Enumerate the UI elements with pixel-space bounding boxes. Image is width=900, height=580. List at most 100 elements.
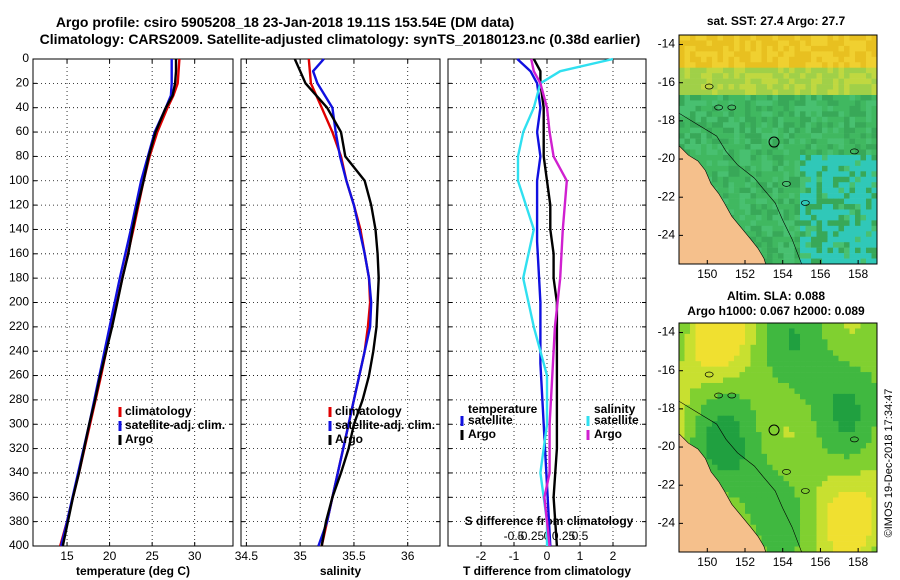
map-cell (789, 497, 795, 504)
map-cell (816, 530, 823, 536)
map-cell (822, 154, 828, 161)
map-cell (767, 404, 773, 411)
map-cell (717, 144, 724, 150)
map-cell (833, 519, 839, 526)
map-cell (745, 78, 751, 85)
map-cell (789, 84, 795, 90)
map-cell (800, 519, 806, 526)
map-cell (756, 67, 762, 74)
map-cell (789, 231, 795, 238)
map-cell (794, 89, 801, 96)
map-cell (778, 530, 784, 536)
map-cell (734, 502, 740, 509)
map-cell (816, 393, 823, 400)
map-cell (816, 492, 823, 498)
map-cell (849, 333, 856, 340)
map-cell (805, 122, 812, 128)
map-cell (849, 415, 856, 422)
map-cell (789, 165, 795, 172)
map-cell (827, 344, 834, 351)
map-cell (772, 323, 779, 329)
map-cell (833, 94, 839, 101)
map-cell (706, 339, 713, 346)
map-cell (811, 209, 817, 216)
map-cell (756, 459, 762, 466)
map-cell (805, 214, 812, 221)
map-cell (822, 513, 828, 520)
map-cell (822, 214, 828, 221)
x-tick-label: 0 (544, 549, 551, 563)
map-cell (811, 377, 817, 384)
map-cell (805, 116, 812, 123)
map-cell (800, 236, 806, 243)
map-cell (794, 198, 801, 205)
map-cell (794, 78, 801, 85)
map-cell (761, 176, 768, 183)
map-cell (739, 122, 746, 128)
map-cell (783, 144, 790, 150)
map-cell (866, 508, 872, 515)
map-cell (849, 171, 856, 178)
map-cell (750, 100, 757, 107)
map-cell (712, 176, 718, 183)
map-cell (783, 111, 790, 118)
map-cell (679, 94, 685, 101)
map-cell (767, 193, 773, 199)
map-cell (800, 56, 806, 63)
map-cell (794, 111, 801, 118)
map-cell (739, 149, 746, 156)
map-cell (855, 94, 861, 101)
x-tick-label: 1 (577, 549, 584, 563)
map-cell (794, 535, 801, 542)
map-cell (750, 339, 757, 346)
map-cell (844, 339, 850, 346)
map-cell (772, 524, 779, 531)
map-cell (756, 35, 762, 41)
map-cell (800, 253, 806, 259)
map-cell (739, 442, 746, 449)
map-cell (756, 442, 762, 449)
x-tick-label: 30 (188, 549, 202, 563)
map-cell (822, 541, 828, 547)
map-cell (822, 89, 828, 96)
map-cell (712, 366, 718, 373)
map-cell (805, 388, 812, 395)
map-cell (844, 209, 850, 216)
map-cell (712, 62, 718, 69)
map-cell (728, 432, 735, 438)
map-cell (739, 410, 746, 416)
map-cell (701, 382, 707, 389)
map-cell (690, 100, 696, 107)
map-cell (772, 410, 779, 416)
map-cell (849, 448, 856, 455)
map-cell (750, 323, 757, 329)
map-cell (849, 56, 856, 63)
map-cell (844, 492, 850, 498)
map-cell (838, 89, 845, 96)
map-cell (838, 492, 845, 498)
map-cell (728, 182, 735, 188)
map-cell (866, 350, 872, 357)
map-cell (844, 486, 850, 493)
map-cell (838, 209, 845, 216)
map-cell (723, 171, 729, 178)
map-cell (871, 105, 877, 112)
map-cell (822, 508, 828, 515)
map-cell (849, 519, 856, 526)
map-cell (684, 122, 691, 128)
map-cell (871, 475, 877, 482)
legend-sal-satellite: satellite (594, 413, 639, 427)
map-cell (838, 350, 845, 357)
map-cell (860, 502, 867, 509)
map-cell (772, 519, 779, 526)
map-cell (701, 333, 707, 340)
map-cell (805, 154, 812, 161)
map-cell (712, 133, 718, 139)
map-cell (866, 361, 872, 367)
map-cell (701, 350, 707, 357)
map-cell (794, 214, 801, 221)
map-cell (860, 415, 867, 422)
map-cell (827, 253, 834, 259)
map-cell (860, 519, 867, 526)
map-cell (833, 236, 839, 243)
